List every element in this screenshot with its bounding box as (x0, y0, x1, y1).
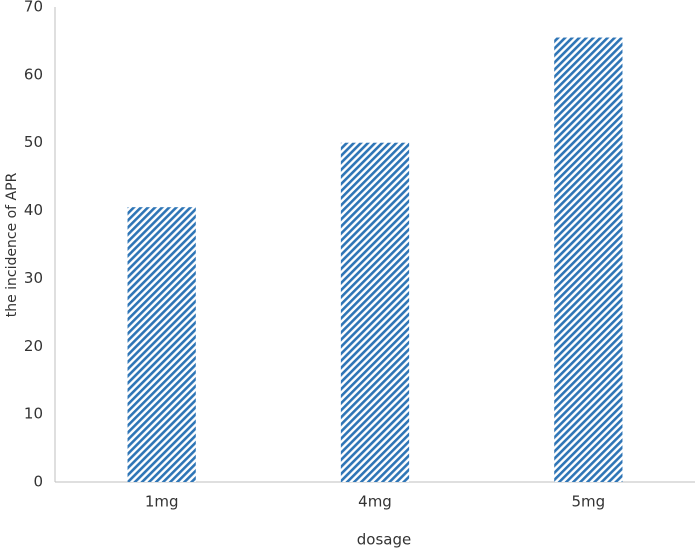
y-tick-label: 60 (24, 65, 43, 83)
y-axis-title: the incidence of APR (4, 172, 20, 317)
y-tick-label: 70 (24, 0, 43, 16)
x-axis-title: dosage (357, 531, 411, 549)
y-tick-label: 20 (24, 337, 43, 355)
y-tick-label: 30 (24, 269, 43, 287)
x-tick-label: 5mg (571, 493, 605, 511)
x-tick-label: 4mg (358, 493, 392, 511)
y-tick-label: 10 (24, 405, 43, 423)
bar (340, 142, 410, 482)
y-tick-label: 0 (33, 473, 43, 491)
bar (554, 37, 623, 483)
y-tick-label: 40 (24, 201, 43, 219)
y-tick-label: 50 (24, 133, 43, 151)
bar (127, 207, 196, 482)
x-tick-label: 1mg (145, 493, 179, 511)
